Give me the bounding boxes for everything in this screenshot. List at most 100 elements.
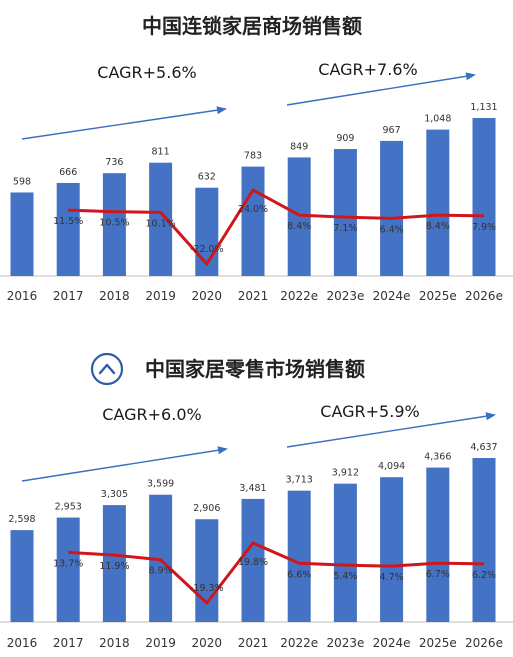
chart-2-bar xyxy=(380,477,404,622)
chart-2-bar xyxy=(472,458,496,622)
chart-2-growth-label: 6.7% xyxy=(426,569,450,580)
chart-2-growth-label: 8.9% xyxy=(149,566,173,577)
chart-1-value-label: 666 xyxy=(59,167,77,178)
chart-1-x-tick-label: 2024e xyxy=(373,289,411,303)
chart-1-bar xyxy=(241,166,265,276)
chart-2-bar xyxy=(426,467,450,622)
chart-1-growth-line xyxy=(68,188,485,266)
chart-2-x-tick-label: 2017 xyxy=(53,636,84,650)
chart-1-x-tick-label: 2021 xyxy=(238,289,269,303)
chart-2-growth-line xyxy=(68,541,485,605)
chart-1-bar xyxy=(10,192,34,276)
chart-2-cagr-arrow-right xyxy=(286,412,496,448)
chevron-up-circle-icon xyxy=(90,352,124,386)
chart-2-value-label: 3,713 xyxy=(286,475,313,486)
chart-1-growth-label: 24.0% xyxy=(238,204,268,215)
chart-1-growth-label: 11.5% xyxy=(53,216,83,227)
chart-2-growth-label: 13.7% xyxy=(53,558,83,569)
chart-2-x-tick-label: 2025e xyxy=(419,636,457,650)
chart-2-bar xyxy=(195,519,219,622)
chart-1-x-tick-label: 2020 xyxy=(192,289,223,303)
chart-1-x-tick-label: 2017 xyxy=(53,289,84,303)
chart-2-bar xyxy=(10,530,34,622)
chart-1-cagr-arrow-right xyxy=(286,72,476,106)
chart-2-x-tick-label: 2018 xyxy=(99,636,130,650)
chart-1-x-tick-label: 2016 xyxy=(7,289,38,303)
chart-1-value-label: 632 xyxy=(198,172,216,183)
chart-2-value-label: 4,094 xyxy=(378,461,405,472)
chart-2-bar xyxy=(56,517,80,622)
chart-1-x-tick-label: 2018 xyxy=(99,289,130,303)
chart-2-growth-label: 11.9% xyxy=(99,561,129,572)
chart-1-value-label: 849 xyxy=(290,141,308,152)
chart-2-x-tick-label: 2022e xyxy=(280,636,318,650)
chart-1-cagr-left: CAGR+5.6% xyxy=(97,63,196,82)
chart-2-value-label: 2,906 xyxy=(193,503,220,514)
chart-1-x-tick-label: 2025e xyxy=(419,289,457,303)
chart-2-growth-label: -19.3% xyxy=(190,583,224,594)
chart-2-bar xyxy=(333,483,357,622)
chart-1-value-label: 1,048 xyxy=(424,114,451,125)
chart-1-bar xyxy=(426,129,450,276)
chart-1-growth-label: 7.1% xyxy=(333,223,357,234)
chart-2-growth-label: 19.8% xyxy=(238,557,268,568)
chart-2-value-label: 2,953 xyxy=(55,502,82,513)
chart-1-x-tick-label: 2019 xyxy=(145,289,176,303)
chart-1-cagr-right: CAGR+7.6% xyxy=(318,60,417,79)
chart-2-title: 中国家居零售市场销售额 xyxy=(145,357,365,381)
chart-1-value-label: 811 xyxy=(152,147,170,158)
chart-1-value-label: 783 xyxy=(244,151,262,162)
chart-1-value-label: 967 xyxy=(383,125,401,136)
chart-2-x-tick-label: 2016 xyxy=(7,636,38,650)
chart-1-bar xyxy=(380,140,404,276)
chart-1-x-tick-label: 2022e xyxy=(280,289,318,303)
chart-1-growth-label: 8.4% xyxy=(287,221,311,232)
chart-1-growth-label: 10.5% xyxy=(99,218,129,229)
chart-2-value-label: 3,305 xyxy=(101,489,128,500)
chart-1-growth-label: 7.9% xyxy=(472,222,496,233)
chart-1-growth-label: 6.4% xyxy=(380,224,404,235)
chart-2-cagr-arrow-left xyxy=(21,446,228,482)
chart-2-growth-label: 4.7% xyxy=(380,572,404,583)
chart-1-value-label: 598 xyxy=(13,176,31,187)
chart-1-bar xyxy=(149,162,173,276)
chart-1-title: 中国连锁家居商场销售额 xyxy=(142,14,362,38)
chart-1-bar xyxy=(102,173,126,276)
chart-2-x-tick-label: 2026e xyxy=(465,636,503,650)
chart-1-cagr-arrow-left xyxy=(21,106,227,140)
chart-2-value-label: 4,366 xyxy=(424,452,451,463)
chart-2-x-tick-label: 2024e xyxy=(373,636,411,650)
chart-2-value-label: 3,599 xyxy=(147,479,174,490)
chart-1-x-tick-label: 2026e xyxy=(465,289,503,303)
chart-2-x-tick-label: 2020 xyxy=(192,636,223,650)
chart-1-bar xyxy=(333,149,357,276)
chart-1-bar xyxy=(56,182,80,276)
chart-2-growth-label: 6.2% xyxy=(472,570,496,581)
chart-2-growth-label: 6.6% xyxy=(287,569,311,580)
chart-1-value-label: 1,131 xyxy=(470,102,497,113)
chart-1-value-label: 909 xyxy=(336,133,354,144)
chart-1-growth-label: 10.1% xyxy=(146,218,176,229)
chart-2-cagr-left: CAGR+6.0% xyxy=(102,405,201,424)
chart-2-growth-label: 5.4% xyxy=(333,571,357,582)
chart-2-x-tick-label: 2021 xyxy=(238,636,269,650)
chart-2-bar xyxy=(102,505,126,622)
chart-1-growth-label: 8.4% xyxy=(426,221,450,232)
chart-2-value-label: 3,912 xyxy=(332,468,359,479)
chart-1-value-label: 736 xyxy=(105,157,123,168)
chart-1-bar xyxy=(472,118,496,276)
chart-2-bar xyxy=(287,490,311,622)
chart-2-value-label: 3,481 xyxy=(239,483,266,494)
chart-2: 2,598 2016 2,953 2017 3,305 2018 3,599 2019 2,90… xyxy=(0,442,513,650)
chart-2-cagr-right: CAGR+5.9% xyxy=(320,402,419,421)
chart-2-bar xyxy=(241,498,265,622)
chart-1-bar xyxy=(287,157,311,276)
chart-1-growth-label: -22.0% xyxy=(190,244,224,255)
chart-1: 598 2016 666 2017 736 2018 811 2019 632 2020 783 20… xyxy=(0,102,513,303)
chart-2-x-tick-label: 2023e xyxy=(326,636,364,650)
chart-2-value-label: 4,637 xyxy=(470,442,497,453)
chart-2-value-label: 2,598 xyxy=(8,514,35,525)
chart-1-x-tick-label: 2023e xyxy=(326,289,364,303)
